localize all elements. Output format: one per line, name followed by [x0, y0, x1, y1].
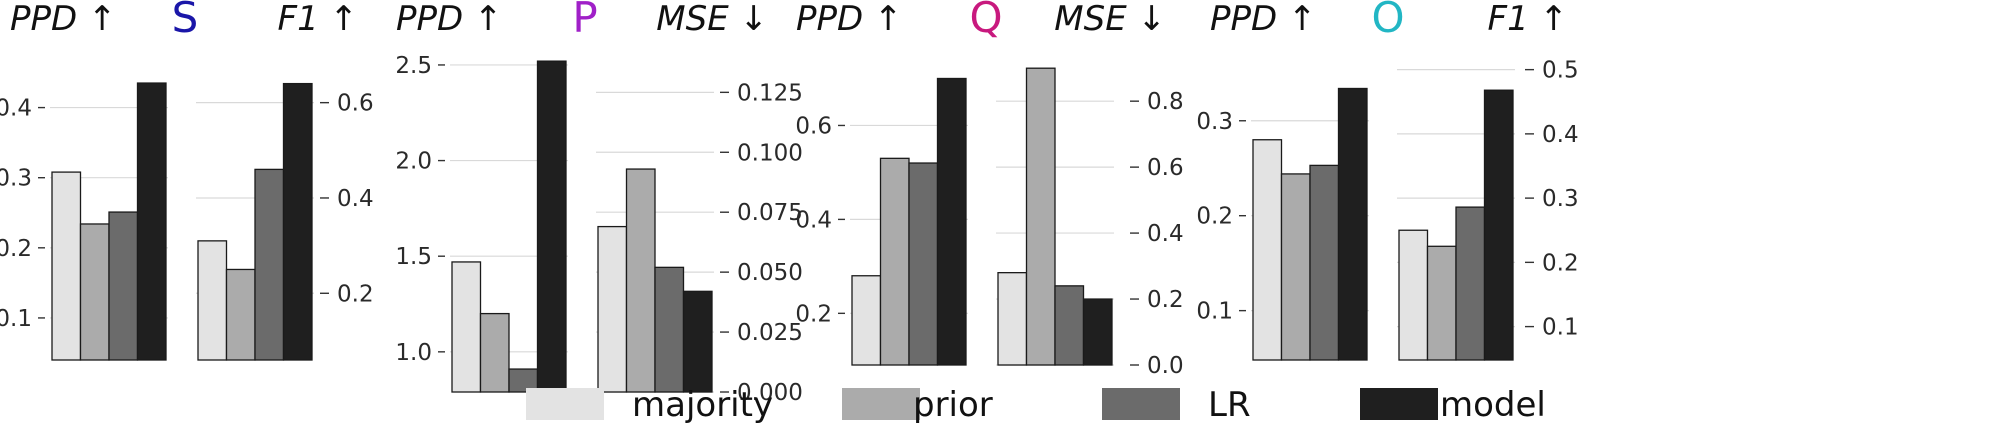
- legend-label-lr: LR: [1208, 385, 1251, 425]
- bar-prior-left: [879, 157, 910, 366]
- bar-lr-right: [654, 266, 685, 393]
- bar-majority-right: [997, 272, 1028, 366]
- bar-model-left: [536, 60, 567, 393]
- legend-swatch-majority: [526, 388, 604, 420]
- chart-title: Q: [969, 0, 1002, 42]
- bar-lr-right: [1054, 285, 1085, 366]
- chart-panels: 0.1 0.2 0.3 0.4 0.2 0.4 0.6 PPD ↑ S F1 ↑ 1.0 1.5 2.0…: [0, 0, 1579, 406]
- right-metric-label: F1 ↑: [278, 0, 358, 39]
- chart-panel-o: 0.1 0.2 0.3 0.1 0.2 0.3 0.4 0.5 PPD ↑ O F1 ↑: [1196, 0, 1579, 361]
- tick-label-right: 0.8: [1147, 89, 1184, 115]
- chart-title: O: [1371, 0, 1404, 42]
- tick-label-left: 0.4: [0, 96, 32, 122]
- tick-label-left: 0.3: [0, 166, 32, 192]
- tick-label-left: 2.5: [395, 53, 432, 79]
- bar-model-right: [282, 82, 313, 361]
- tick-label-right: 0.100: [737, 140, 803, 166]
- tick-label-right: 0.2: [1542, 250, 1579, 276]
- bar-model-right: [1082, 298, 1113, 366]
- legend-label-majority: majority: [632, 385, 773, 425]
- tick-label-left: 0.3: [1196, 109, 1233, 135]
- legend-item-prior: prior: [842, 385, 993, 425]
- bar-lr-left: [908, 162, 939, 366]
- bar-model-left: [1337, 87, 1368, 361]
- tick-label-left: 0.2: [1196, 204, 1233, 230]
- bar-majority-left: [1252, 139, 1283, 361]
- tick-label-right: 0.1: [1542, 315, 1579, 341]
- tick-label-left: 0.1: [0, 306, 32, 332]
- left-metric-label: PPD ↑: [396, 0, 502, 39]
- bar-model-left: [136, 82, 167, 361]
- tick-label-right: 0.5: [1542, 58, 1579, 84]
- right-metric-label: F1 ↑: [1488, 0, 1568, 39]
- tick-label-right: 0.0: [1147, 353, 1184, 379]
- bar-model-right: [1483, 89, 1514, 361]
- left-metric-label: PPD ↑: [10, 0, 116, 39]
- tick-label-right: 0.125: [737, 80, 803, 106]
- tick-label-right: 0.6: [337, 91, 374, 117]
- left-metric-label: PPD ↑: [1210, 0, 1316, 39]
- bar-majority-right: [597, 225, 628, 393]
- bar-lr-right: [1455, 206, 1486, 361]
- right-metric-label: MSE ↓: [1054, 0, 1166, 39]
- tick-label-left: 0.4: [795, 207, 832, 233]
- bar-lr-left: [108, 211, 139, 361]
- tick-label-left: 2.0: [395, 149, 432, 175]
- legend-item-model: model: [1360, 385, 1546, 425]
- bar-model-right: [682, 290, 713, 393]
- tick-label-right: 0.3: [1542, 186, 1579, 212]
- legend-item-lr: LR: [1102, 385, 1251, 425]
- bar-majority-left: [451, 261, 482, 393]
- bar-lr-right: [254, 168, 285, 361]
- tick-label-left: 1.0: [395, 340, 432, 366]
- tick-label-right: 0.4: [337, 186, 374, 212]
- bar-majority-right: [197, 240, 228, 361]
- tick-label-left: 0.6: [795, 113, 832, 139]
- tick-label-right: 0.2: [337, 281, 374, 307]
- bar-prior-right: [225, 268, 256, 361]
- legend-swatch-prior: [842, 388, 920, 420]
- bar-majority-left: [851, 275, 882, 366]
- tick-label-left: 0.2: [0, 236, 32, 262]
- tick-label-left: 0.1: [1196, 299, 1233, 325]
- chart-panel-s: 0.1 0.2 0.3 0.4 0.2 0.4 0.6 PPD ↑ S F1 ↑: [0, 0, 374, 361]
- tick-label-right: 0.075: [737, 200, 803, 226]
- bar-prior-left: [479, 312, 510, 393]
- chart-panel-p: 1.0 1.5 2.0 2.5 0.000 0.025 0.050 0.075 0.100 0.1…: [395, 0, 802, 406]
- chart-title: S: [172, 0, 199, 42]
- bar-model-left: [936, 77, 967, 366]
- legend-swatch-lr: [1102, 388, 1180, 420]
- tick-label-right: 0.4: [1542, 122, 1579, 148]
- tick-label-right: 0.4: [1147, 221, 1184, 247]
- bar-prior-left: [79, 223, 110, 361]
- bar-prior-right: [1426, 245, 1457, 361]
- left-metric-label: PPD ↑: [796, 0, 902, 39]
- right-metric-label: MSE ↓: [656, 0, 768, 39]
- bar-lr-left: [1309, 164, 1340, 361]
- bar-majority-right: [1398, 229, 1429, 361]
- tick-label-right: 0.2: [1147, 287, 1184, 313]
- bar-prior-left: [1280, 173, 1311, 361]
- legend-label-prior: prior: [913, 385, 993, 425]
- tick-label-left: 0.2: [795, 301, 832, 327]
- tick-label-right: 0.000: [737, 380, 803, 406]
- legend-swatch-model: [1360, 388, 1438, 420]
- bar-prior-right: [625, 168, 656, 393]
- legend-label-model: model: [1440, 385, 1546, 425]
- legend-item-majority: majority: [526, 385, 773, 425]
- bar-prior-right: [1025, 67, 1056, 366]
- tick-label-right: 0.6: [1147, 155, 1184, 181]
- chart-panel-q: 0.2 0.4 0.6 0.0 0.2 0.4 0.6 0.8 PPD ↑ Q MSE ↓: [795, 0, 1183, 379]
- bar-majority-left: [51, 171, 82, 361]
- legend: majority prior LR model: [526, 385, 1546, 425]
- tick-label-right: 0.050: [737, 260, 803, 286]
- chart-title: P: [572, 0, 597, 42]
- tick-label-left: 1.5: [395, 244, 432, 270]
- tick-label-right: 0.025: [737, 320, 803, 346]
